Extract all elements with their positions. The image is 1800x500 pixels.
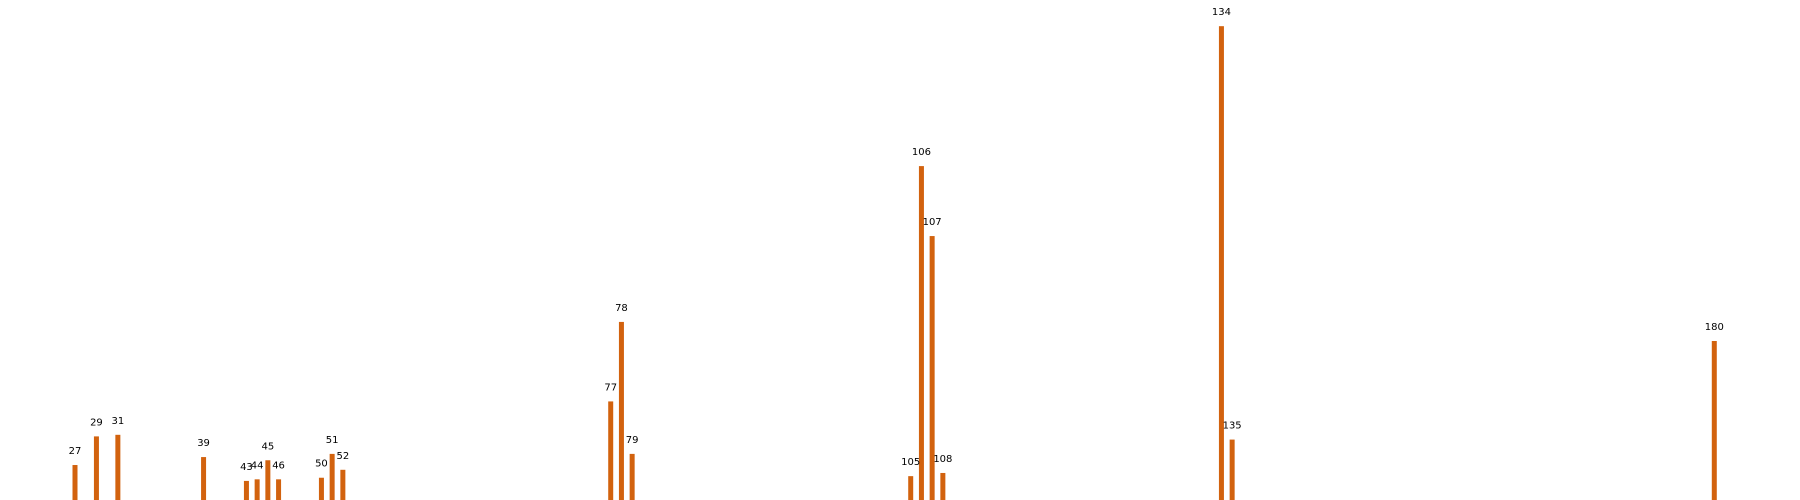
bar-108: [940, 472, 946, 500]
bar-label-52: 52: [336, 451, 349, 462]
bars-group: [72, 26, 1717, 500]
bar-label-50: 50: [315, 459, 328, 470]
bar-label-180: 180: [1705, 322, 1724, 333]
bar-45: [265, 460, 271, 500]
bar-label-108: 108: [933, 454, 952, 465]
bar-46: [276, 479, 282, 500]
bar-180: [1711, 341, 1717, 500]
bar-label-39: 39: [197, 438, 210, 449]
bar-44: [254, 479, 260, 500]
bar-label-44: 44: [251, 460, 264, 471]
bar-label-107: 107: [923, 217, 942, 228]
bar-label-134: 134: [1212, 7, 1231, 18]
bar-43: [243, 480, 249, 500]
bar-label-106: 106: [912, 147, 931, 158]
bar-label-135: 135: [1223, 421, 1242, 432]
bar-label-27: 27: [69, 446, 82, 457]
bar-78: [618, 321, 624, 500]
bar-79: [629, 453, 635, 500]
bar-label-78: 78: [615, 303, 628, 314]
bar-105: [908, 476, 914, 500]
bar-77: [608, 401, 614, 500]
bar-29: [93, 436, 99, 500]
bar-label-45: 45: [261, 441, 274, 452]
bar-label-77: 77: [604, 382, 617, 393]
bar-39: [201, 457, 207, 500]
bar-134: [1218, 26, 1224, 500]
bar-107: [929, 236, 935, 500]
bar-label-43: 43: [240, 462, 253, 473]
bar-106: [918, 166, 924, 500]
bar-50: [318, 477, 324, 500]
bar-51: [329, 453, 335, 500]
bar-31: [115, 434, 121, 500]
bar-135: [1229, 439, 1235, 500]
bar-label-105: 105: [901, 457, 920, 468]
bar-label-46: 46: [272, 460, 285, 471]
bar-label-31: 31: [111, 416, 124, 427]
bar-27: [72, 465, 78, 500]
bar-label-29: 29: [90, 417, 103, 428]
bar-52: [340, 469, 346, 500]
bar-label-79: 79: [626, 435, 639, 446]
bar-label-51: 51: [326, 435, 339, 446]
